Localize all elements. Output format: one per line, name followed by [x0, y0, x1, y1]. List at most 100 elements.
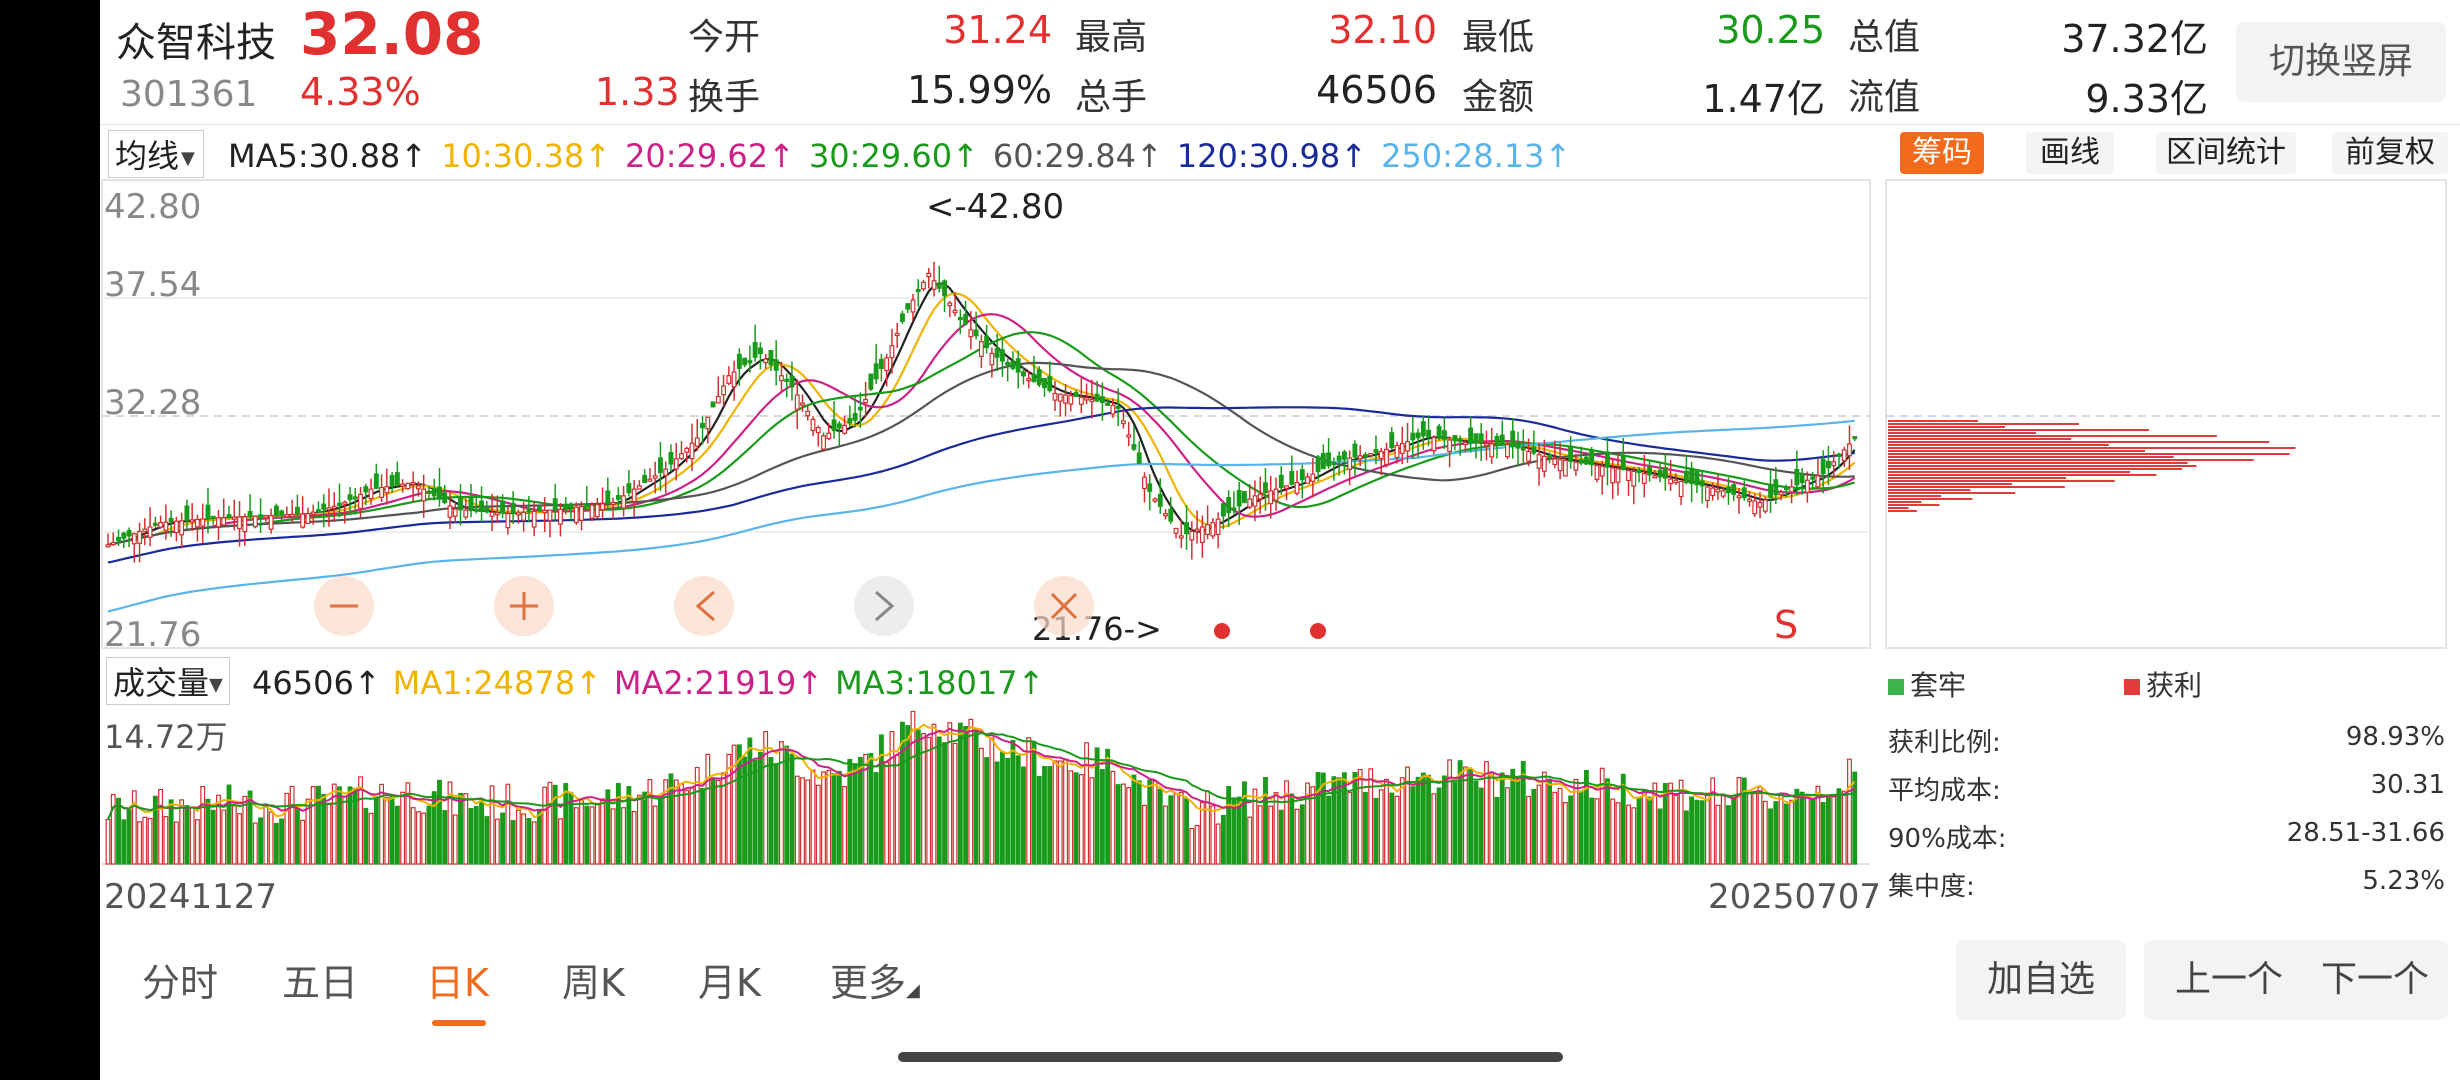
volume-legend-item: MA1:24878↑: [392, 664, 602, 702]
candle-body: [926, 272, 932, 278]
candle-body: [1010, 361, 1016, 369]
volume-bar: [1336, 777, 1342, 865]
candle-body: [657, 457, 663, 474]
volume-bar: [1384, 778, 1389, 865]
volume-bar: [1531, 788, 1537, 865]
scroll-left-button[interactable]: [674, 576, 734, 636]
volume-bar: [1526, 795, 1531, 865]
volume-bar: [484, 816, 490, 865]
candle-body: [195, 518, 200, 528]
fullscreen-toggle-button[interactable]: [1034, 576, 1094, 636]
candle-body: [547, 509, 553, 522]
chip-bar: [1888, 471, 2131, 473]
candle-body: [1594, 464, 1600, 480]
tab-weekly-k[interactable]: 周K: [562, 961, 625, 1005]
volume-bar: [237, 813, 242, 865]
tab-intraday[interactable]: 分时: [142, 961, 219, 1005]
volume-bar: [673, 779, 679, 865]
volume-bar: [1068, 770, 1074, 865]
candle-body: [1420, 421, 1426, 437]
volume-bar: [1678, 779, 1684, 865]
volume-bar: [1047, 766, 1053, 865]
candle-body: [1762, 499, 1768, 512]
volume-bar: [778, 741, 784, 865]
candle-body: [863, 398, 869, 404]
candle-body: [1252, 495, 1258, 507]
candle-body: [1410, 432, 1416, 441]
tab-range-stats[interactable]: 区间统计: [2156, 132, 2296, 174]
caret-down-icon: ▼: [209, 674, 223, 696]
volume-bar: [1378, 789, 1384, 865]
volume-bar: [394, 805, 400, 865]
volume-indicator-dropdown[interactable]: 成交量▼: [106, 657, 230, 705]
next-stock-button[interactable]: 下一个: [2302, 940, 2448, 1020]
volume-bar: [1736, 777, 1742, 865]
legend-square-icon: [1888, 679, 1904, 695]
candle-body: [526, 508, 532, 513]
volume-bar: [873, 772, 879, 865]
chip-bar: [1888, 432, 2037, 434]
volume-bar: [689, 787, 695, 865]
candle-body: [1789, 486, 1795, 493]
tab-more[interactable]: 更多◢: [830, 952, 920, 1007]
tab-chip-distribution[interactable]: 筹码: [1900, 132, 1984, 174]
volume-bar: [526, 818, 532, 865]
candle-body: [489, 511, 495, 517]
volume-bar: [1257, 805, 1263, 865]
volume-bar: [868, 752, 874, 865]
zoom-in-button[interactable]: [494, 576, 554, 636]
ma-type-dropdown[interactable]: 均线 ▼: [108, 130, 204, 178]
candle-body: [1315, 456, 1321, 472]
candle-body: [1036, 369, 1042, 386]
volume-bar: [963, 726, 969, 865]
volume-bar: [1726, 805, 1731, 865]
moving-average-lines: [107, 282, 1856, 613]
volume-bar: [1478, 787, 1484, 865]
zoom-out-button[interactable]: [314, 576, 374, 636]
tab-draw-line[interactable]: 画线: [2026, 132, 2114, 174]
candle-body: [452, 508, 458, 517]
chip-legend-profit: 获利: [2124, 664, 2202, 704]
volume-bar: [1557, 787, 1563, 865]
candle-body: [700, 422, 705, 429]
candle-body: [1378, 450, 1384, 460]
candle-body: [1547, 454, 1553, 459]
volume-bar: [810, 769, 816, 865]
candle-body: [873, 363, 879, 380]
candle-body: [663, 468, 669, 476]
candle-body: [1647, 466, 1652, 476]
candle-body: [1836, 453, 1842, 457]
legend-label: 获利: [2146, 669, 2203, 702]
candle-body: [1804, 479, 1810, 493]
switch-portrait-button[interactable]: 切换竖屏: [2236, 22, 2446, 102]
candle-body: [1815, 475, 1821, 488]
tab-forward-adjust[interactable]: 前复权: [2332, 132, 2448, 174]
volume-bar: [847, 758, 853, 865]
volume-bar: [684, 789, 690, 865]
tab-monthly-k[interactable]: 月K: [698, 961, 761, 1005]
previous-stock-button[interactable]: 上一个: [2144, 940, 2314, 1020]
volume-bar: [715, 779, 721, 865]
candle-body: [1657, 469, 1663, 478]
volume-bar: [1362, 791, 1368, 865]
tab-daily-k[interactable]: 日K: [426, 961, 489, 1005]
volume-bar: [1789, 799, 1795, 865]
candle-body: [763, 358, 769, 364]
ma-line: [107, 406, 1855, 564]
candle-body: [379, 486, 385, 498]
candle-body: [484, 507, 490, 513]
volume-bar: [1278, 809, 1284, 865]
tab-five-day[interactable]: 五日: [282, 961, 359, 1005]
volume-bar: [310, 786, 316, 865]
volume-bar: [805, 779, 811, 865]
volume-bar: [1199, 801, 1205, 865]
chip-bar: [1888, 450, 2146, 452]
candle-body: [116, 536, 121, 541]
volume-bar: [263, 803, 269, 865]
scroll-right-button[interactable]: [854, 576, 914, 636]
add-watchlist-button[interactable]: 加自选: [1956, 940, 2126, 1020]
volume-bar: [863, 753, 869, 865]
candle-body: [400, 483, 406, 487]
candle-body: [915, 288, 921, 293]
